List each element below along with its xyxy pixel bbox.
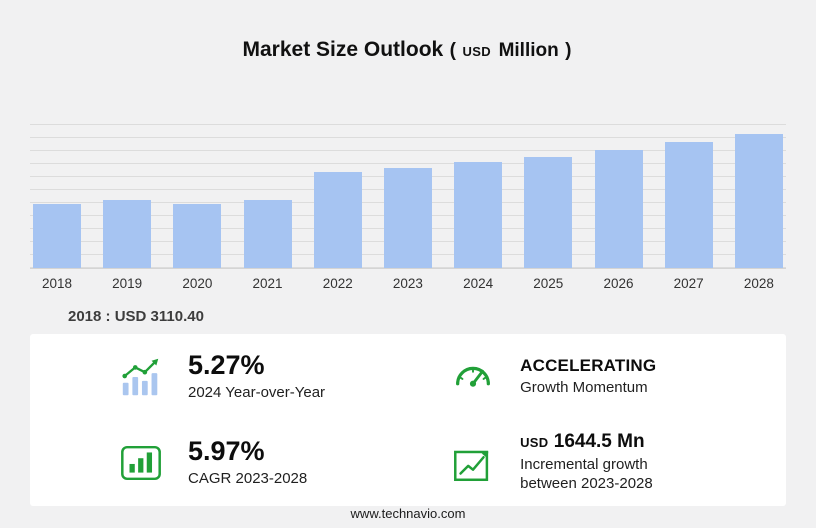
- stat-cagr-text: 5.97% CAGR 2023-2028: [188, 437, 307, 488]
- bar-2018: [33, 204, 81, 268]
- bar-2022: [313, 171, 362, 268]
- x-tick-2019: 2019: [112, 276, 143, 291]
- title-main: Market Size Outlook: [242, 38, 444, 61]
- bar-series: [30, 124, 786, 268]
- bar-2028: [734, 133, 783, 268]
- bar-2024: [454, 162, 503, 268]
- title-close-paren: ): [565, 40, 572, 61]
- x-tick-2028: 2028: [743, 276, 774, 291]
- x-axis-labels: 2018 2019 2020 2021 2022 2023 2024 2025 2026 2027…: [30, 276, 786, 291]
- stat-incremental: USD 1644.5 Mn Incremental growth between…: [423, 432, 786, 493]
- x-tick-2023: 2023: [392, 276, 423, 291]
- website-url: www.technavio.com: [350, 506, 466, 521]
- stat-yoy: 5.27% 2024 Year-over-Year: [30, 351, 423, 402]
- title-open-paren: (: [449, 40, 456, 61]
- stat-momentum: ACCELERATING Growth Momentum: [423, 354, 786, 400]
- speedometer-icon: [456, 366, 491, 387]
- bar-trend-icon: [122, 358, 159, 396]
- stat-momentum-text: ACCELERATING Growth Momentum: [520, 355, 657, 398]
- bar-2025: [524, 156, 573, 268]
- bar-chart: [30, 124, 786, 269]
- x-tick-2022: 2022: [322, 276, 353, 291]
- x-tick-2021: 2021: [252, 276, 283, 291]
- momentum-label: Growth Momentum: [520, 378, 648, 396]
- x-tick-2027: 2027: [673, 276, 704, 291]
- yoy-value: 5.27%: [188, 350, 265, 381]
- bar-2026: [594, 149, 643, 268]
- x-tick-2018: 2018: [41, 276, 73, 291]
- cagr-label: CAGR 2023-2028: [188, 469, 308, 487]
- bar-2021: [243, 200, 292, 268]
- x-tick-2025: 2025: [533, 276, 564, 291]
- stat-yoy-text: 5.27% 2024 Year-over-Year: [188, 351, 325, 402]
- incremental-usd-prefix: USD: [520, 435, 549, 451]
- incremental-amount: 1644.5 Mn: [553, 431, 645, 453]
- stat-incremental-text: USD 1644.5 Mn Incremental growth between…: [520, 432, 695, 493]
- incremental-value: USD 1644.5 Mn: [520, 432, 695, 452]
- yoy-label: 2024 Year-over-Year: [188, 383, 326, 401]
- x-tick-2024: 2024: [463, 276, 494, 291]
- bar-2019: [103, 200, 152, 268]
- stats-panel: 5.27% 2024 Year-over-Year ACCELERATING G…: [30, 334, 786, 506]
- stat-cagr: 5.97% CAGR 2023-2028: [30, 437, 423, 488]
- incremental-label: Incremental growth between 2023-2028: [520, 456, 653, 492]
- bar-2020: [173, 204, 222, 268]
- bar-2027: [664, 141, 713, 268]
- title-unit-usd: USD: [462, 44, 492, 59]
- momentum-value: ACCELERATING: [520, 355, 657, 375]
- cagr-value: 5.97%: [188, 436, 265, 467]
- x-tick-2020: 2020: [182, 276, 213, 291]
- page-title: Market Size Outlook ( USD Million ): [0, 38, 816, 62]
- x-tick-2026: 2026: [603, 276, 634, 291]
- framed-bars-icon: [121, 445, 161, 481]
- base-year-value: 2018 : USD 3110.40: [68, 308, 204, 325]
- growth-arrow-icon: [454, 450, 489, 482]
- title-unit-million: Million: [498, 40, 559, 61]
- bar-2023: [383, 167, 432, 268]
